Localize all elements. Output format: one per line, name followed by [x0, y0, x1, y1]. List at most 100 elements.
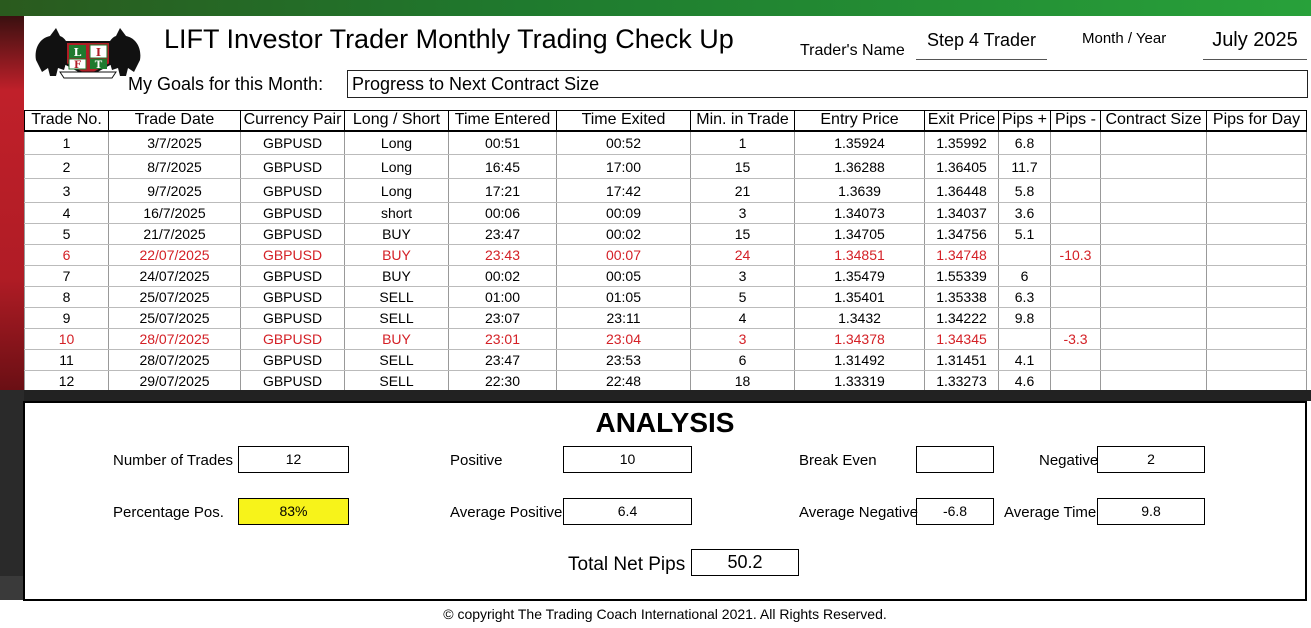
table-cell[interactable]: [1100, 307, 1207, 329]
table-cell[interactable]: 17:42: [556, 178, 691, 203]
table-cell[interactable]: 01:05: [556, 286, 691, 308]
table-cell[interactable]: 22/07/2025: [108, 244, 241, 266]
table-cell[interactable]: GBPUSD: [240, 370, 345, 392]
positive-cell[interactable]: 10: [563, 446, 692, 473]
table-cell[interactable]: 3: [690, 202, 795, 224]
col-header-trade-no[interactable]: Trade No.: [24, 110, 109, 132]
average-negative-cell[interactable]: -6.8: [916, 498, 994, 525]
table-cell[interactable]: 21: [690, 178, 795, 203]
col-header-long-short[interactable]: Long / Short: [344, 110, 449, 132]
table-cell[interactable]: 6.8: [998, 130, 1051, 155]
table-cell[interactable]: 15: [690, 223, 795, 245]
table-cell[interactable]: 4: [690, 307, 795, 329]
table-cell[interactable]: [1050, 202, 1101, 224]
table-cell[interactable]: BUY: [344, 244, 449, 266]
table-cell[interactable]: 4.6: [998, 370, 1051, 392]
table-cell[interactable]: 1.34345: [924, 328, 999, 350]
table-cell[interactable]: SELL: [344, 370, 449, 392]
table-cell[interactable]: [1100, 286, 1207, 308]
table-row[interactable]: 11 28/07/2025 GBPUSD SELL 23:47 23:53 6 1.31492…: [24, 349, 1307, 371]
table-row[interactable]: 7 24/07/2025 GBPUSD BUY 00:02 00:05 3 1.35479 1.…: [24, 265, 1307, 287]
table-cell[interactable]: [1206, 244, 1307, 266]
col-header-entry-price[interactable]: Entry Price: [794, 110, 925, 132]
goals-field[interactable]: Progress to Next Contract Size: [347, 70, 1308, 98]
col-header-exit-price[interactable]: Exit Price: [924, 110, 999, 132]
table-cell[interactable]: -10.3: [1050, 244, 1101, 266]
table-row[interactable]: 10 28/07/2025 GBPUSD BUY 23:01 23:04 3 1.34378 1…: [24, 328, 1307, 350]
table-cell[interactable]: SELL: [344, 307, 449, 329]
table-cell[interactable]: 3: [24, 178, 109, 203]
table-cell[interactable]: 1.36448: [924, 178, 999, 203]
table-cell[interactable]: SELL: [344, 349, 449, 371]
col-header-trade-date[interactable]: Trade Date: [108, 110, 241, 132]
table-cell[interactable]: 00:07: [556, 244, 691, 266]
table-cell[interactable]: 1.3432: [794, 307, 925, 329]
table-cell[interactable]: 23:53: [556, 349, 691, 371]
table-cell[interactable]: 23:01: [448, 328, 557, 350]
table-cell[interactable]: 1.35338: [924, 286, 999, 308]
break-even-cell[interactable]: [916, 446, 994, 473]
table-cell[interactable]: 00:51: [448, 130, 557, 155]
table-cell[interactable]: 1.35924: [794, 130, 925, 155]
table-cell[interactable]: [1050, 307, 1101, 329]
table-cell[interactable]: 7: [24, 265, 109, 287]
table-cell[interactable]: 9/7/2025: [108, 178, 241, 203]
table-cell[interactable]: [1100, 154, 1207, 179]
table-cell[interactable]: 25/07/2025: [108, 286, 241, 308]
table-cell[interactable]: 8: [24, 286, 109, 308]
table-cell[interactable]: 1.55339: [924, 265, 999, 287]
table-cell[interactable]: 18: [690, 370, 795, 392]
table-cell[interactable]: 00:02: [448, 265, 557, 287]
table-cell[interactable]: [1206, 178, 1307, 203]
table-row[interactable]: 5 21/7/2025 GBPUSD BUY 23:47 00:02 15 1.34705 1.…: [24, 223, 1307, 245]
table-row[interactable]: 3 9/7/2025 GBPUSD Long 17:21 17:42 21 1.3639 1.3…: [24, 178, 1307, 203]
table-cell[interactable]: 3: [690, 265, 795, 287]
table-cell[interactable]: 1.34222: [924, 307, 999, 329]
table-cell[interactable]: 11: [24, 349, 109, 371]
table-cell[interactable]: SELL: [344, 286, 449, 308]
table-cell[interactable]: 17:00: [556, 154, 691, 179]
month-year-field[interactable]: July 2025: [1203, 26, 1307, 60]
table-cell[interactable]: Long: [344, 130, 449, 155]
table-cell[interactable]: 28/07/2025: [108, 328, 241, 350]
table-cell[interactable]: BUY: [344, 265, 449, 287]
total-net-pips-cell[interactable]: 50.2: [691, 549, 799, 576]
table-cell[interactable]: [998, 244, 1051, 266]
table-cell[interactable]: 1.34705: [794, 223, 925, 245]
trader-name-field[interactable]: Step 4 Trader: [916, 26, 1047, 60]
table-cell[interactable]: 23:47: [448, 349, 557, 371]
table-cell[interactable]: [1100, 244, 1207, 266]
table-cell[interactable]: GBPUSD: [240, 223, 345, 245]
table-cell[interactable]: 1.34748: [924, 244, 999, 266]
table-cell[interactable]: [1100, 223, 1207, 245]
table-cell[interactable]: 16/7/2025: [108, 202, 241, 224]
table-cell[interactable]: 1.36405: [924, 154, 999, 179]
table-cell[interactable]: 1.34851: [794, 244, 925, 266]
table-cell[interactable]: [1206, 265, 1307, 287]
col-header-time-entered[interactable]: Time Entered: [448, 110, 557, 132]
table-cell[interactable]: 01:00: [448, 286, 557, 308]
table-cell[interactable]: [1050, 265, 1101, 287]
table-cell[interactable]: Long: [344, 178, 449, 203]
table-cell[interactable]: 6: [24, 244, 109, 266]
table-cell[interactable]: 1.35401: [794, 286, 925, 308]
table-cell[interactable]: 1.34037: [924, 202, 999, 224]
table-cell[interactable]: 15: [690, 154, 795, 179]
table-cell[interactable]: 2: [24, 154, 109, 179]
table-row[interactable]: 6 22/07/2025 GBPUSD BUY 23:43 00:07 24 1.34851 1…: [24, 244, 1307, 266]
table-row[interactable]: 1 3/7/2025 GBPUSD Long 00:51 00:52 1 1.35924 1.3…: [24, 130, 1307, 155]
table-cell[interactable]: GBPUSD: [240, 265, 345, 287]
table-cell[interactable]: 3.6: [998, 202, 1051, 224]
table-cell[interactable]: [1050, 130, 1101, 155]
table-cell[interactable]: 5: [24, 223, 109, 245]
table-cell[interactable]: [1100, 130, 1207, 155]
table-cell[interactable]: GBPUSD: [240, 349, 345, 371]
table-cell[interactable]: 00:09: [556, 202, 691, 224]
table-cell[interactable]: 28/07/2025: [108, 349, 241, 371]
table-cell[interactable]: GBPUSD: [240, 178, 345, 203]
col-header-min-in-trade[interactable]: Min. in Trade: [690, 110, 795, 132]
table-cell[interactable]: 1.35992: [924, 130, 999, 155]
table-cell[interactable]: 23:43: [448, 244, 557, 266]
table-cell[interactable]: 6: [998, 265, 1051, 287]
table-cell[interactable]: [1100, 370, 1207, 392]
